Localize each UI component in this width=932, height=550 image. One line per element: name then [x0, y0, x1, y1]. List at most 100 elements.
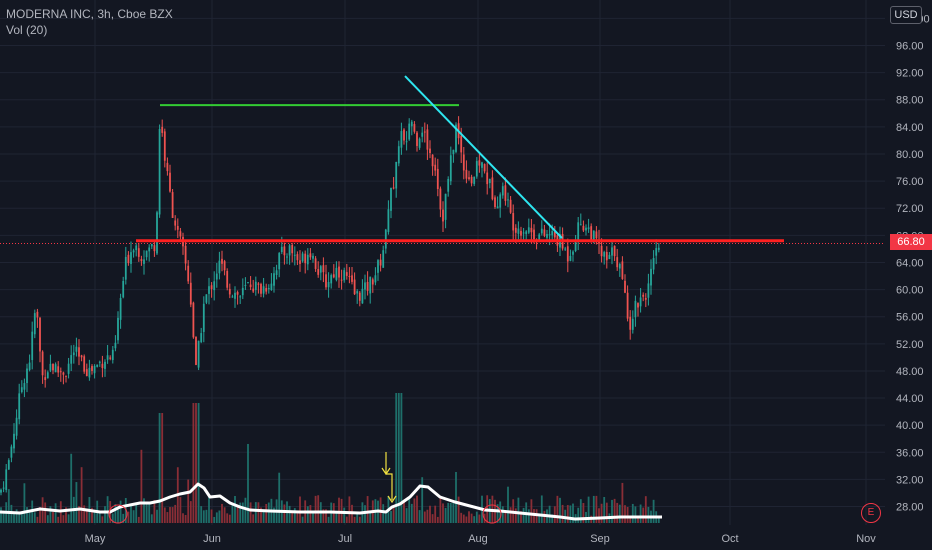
candle-body: [338, 266, 340, 278]
price-tick-label: 36.00: [896, 447, 924, 459]
candle-body: [291, 244, 294, 254]
volume-bar: [299, 496, 301, 523]
volume-bar: [548, 505, 551, 523]
candle-body: [496, 206, 499, 209]
candle-body: [475, 161, 478, 177]
candle-body: [358, 292, 361, 301]
volume-bar: [158, 413, 161, 523]
volume-bar: [431, 514, 434, 523]
candle-body: [462, 154, 465, 171]
volume-bar: [98, 512, 101, 523]
candle-body: [455, 124, 457, 152]
volume-bar: [208, 497, 210, 523]
volume-bar: [366, 496, 369, 523]
candle-body: [514, 227, 517, 233]
candle-body: [403, 129, 405, 141]
volume-bar: [226, 513, 229, 523]
candle-body: [262, 286, 265, 294]
price-tick-label: 64.00: [896, 257, 924, 269]
volume-ma: [0, 482, 662, 521]
volume-bar: [197, 403, 200, 523]
candle-body: [15, 417, 18, 436]
candle-body: [163, 131, 166, 161]
volume-bar: [252, 514, 255, 523]
candle-body: [572, 251, 574, 255]
candle-body: [486, 172, 489, 185]
volume-bar: [166, 512, 169, 523]
candle-body: [158, 128, 161, 215]
volume-bar: [382, 504, 385, 523]
volume-bar: [265, 503, 268, 523]
candle-body: [379, 259, 382, 266]
candle-body: [31, 331, 34, 361]
volume-bar: [293, 508, 296, 523]
volume-bar: [582, 503, 585, 523]
volume-bar: [179, 497, 182, 523]
candle-body: [137, 248, 140, 257]
candle-body: [442, 209, 444, 222]
volume-bar: [236, 505, 239, 523]
candle-body: [613, 245, 616, 257]
volume-bar: [530, 499, 533, 523]
price-tick-label: 76.00: [896, 176, 924, 188]
candle-body: [447, 178, 450, 192]
candle-body: [390, 187, 392, 211]
candle-body: [166, 162, 169, 172]
earnings-icon[interactable]: E: [861, 503, 881, 523]
candle-body: [611, 247, 613, 256]
volume-bar: [559, 497, 561, 523]
candle-body: [530, 227, 533, 233]
time-tick-label: Sep: [590, 533, 610, 545]
candle-body: [449, 155, 452, 182]
volume-bar: [405, 508, 408, 523]
candle-body: [426, 129, 429, 150]
volume-bar: [111, 513, 114, 523]
candle-body: [96, 364, 99, 367]
volume-bar: [254, 502, 257, 523]
volume-bar: [202, 510, 205, 523]
candle-body: [364, 282, 366, 290]
currency-button[interactable]: USD: [890, 6, 922, 24]
volume-bar: [462, 514, 465, 523]
volume-bar: [169, 507, 171, 523]
volume-bar: [637, 516, 639, 523]
candle-body: [345, 272, 348, 276]
volume-bar: [553, 506, 556, 523]
volume-bar: [611, 499, 613, 523]
price-axis[interactable]: 28.00 32.00 36.00 40.00 44.00 48.00 52.00 56.00…: [896, 13, 930, 513]
candle-body: [382, 250, 385, 268]
volume-bar: [652, 499, 655, 523]
candle-body: [460, 135, 463, 153]
volume-bar: [551, 514, 554, 523]
candle-body: [44, 377, 47, 381]
volume-bar: [239, 502, 242, 523]
volume-bar: [234, 496, 236, 523]
volume-bar: [540, 495, 543, 523]
candle-body: [18, 393, 21, 420]
time-axis[interactable]: May Jun Jul Aug Sep Oct Nov: [85, 533, 877, 545]
volume-bar: [231, 504, 234, 523]
volume-bar: [306, 506, 309, 523]
volume-bar: [408, 497, 411, 523]
volume-bar: [54, 503, 57, 523]
price-tick-label: 44.00: [896, 393, 924, 405]
candle-body: [213, 281, 216, 291]
volume-bar: [309, 505, 312, 523]
candle-body: [637, 303, 639, 308]
volume-indicator-label[interactable]: Vol (20): [6, 23, 48, 37]
candle-body: [608, 254, 611, 260]
volume-bar: [78, 505, 80, 523]
volume-bar: [457, 496, 460, 523]
candle-body: [205, 294, 208, 303]
candle-body: [2, 487, 5, 489]
volume-bar: [410, 503, 413, 523]
candle-body: [288, 245, 291, 256]
symbol-title[interactable]: MODERNA INC, 3h, Cboe BZX: [6, 7, 173, 21]
volume-bar: [429, 505, 431, 523]
volume-bar: [452, 500, 455, 523]
candle-body: [7, 460, 10, 470]
candle-body: [650, 268, 652, 286]
volume-bar: [62, 515, 65, 523]
